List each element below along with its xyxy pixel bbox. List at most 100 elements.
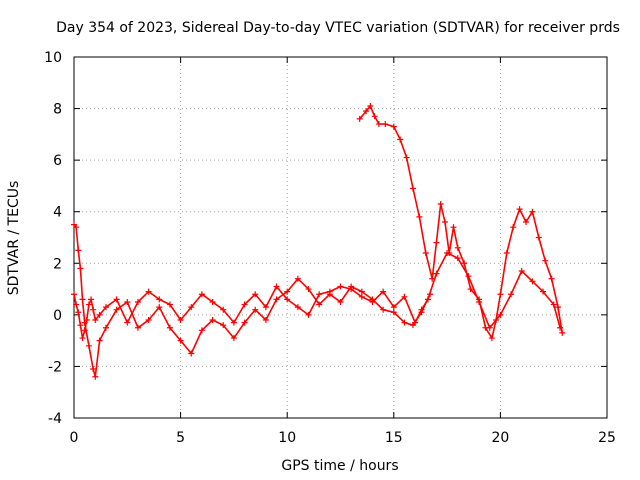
data-point (429, 275, 436, 282)
data-point (461, 260, 468, 267)
plot-frame (73, 56, 608, 419)
y-tick-label: 8 (53, 102, 62, 118)
data-point (363, 108, 370, 115)
y-tick-label: -4 (48, 411, 62, 427)
data-point (177, 317, 184, 324)
data-point (518, 268, 525, 275)
data-point (273, 296, 280, 303)
data-point (92, 373, 99, 380)
data-point (418, 309, 425, 316)
data-point (503, 249, 510, 256)
series-2 (71, 221, 434, 380)
data-point (358, 293, 365, 300)
data-point (241, 301, 248, 308)
data-point (188, 350, 195, 357)
data-point (294, 275, 301, 282)
data-point (96, 337, 103, 344)
data-point (166, 301, 173, 308)
data-point (433, 239, 440, 246)
data-point (467, 286, 474, 293)
x-tick-label: 0 (70, 430, 79, 446)
data-point (401, 319, 408, 326)
data-point (90, 366, 97, 373)
data-point (401, 293, 408, 300)
data-point (188, 304, 195, 311)
data-point (497, 291, 504, 298)
data-point (284, 296, 291, 303)
data-point (124, 298, 131, 305)
data-point (554, 304, 561, 311)
data-point (380, 306, 387, 313)
data-point (73, 301, 80, 308)
data-point (540, 288, 547, 295)
data-point (113, 296, 120, 303)
series-3 (356, 102, 566, 342)
data-point (550, 301, 557, 308)
data-point (337, 283, 344, 290)
data-point (422, 249, 429, 256)
data-point (241, 319, 248, 326)
data-point (252, 291, 259, 298)
data-point (476, 296, 483, 303)
x-tick-label: 15 (385, 430, 403, 446)
data-point (198, 327, 205, 334)
data-point (209, 298, 216, 305)
data-point (508, 291, 515, 298)
data-point (367, 102, 374, 109)
data-point (294, 304, 301, 311)
data-point (529, 278, 536, 285)
data-point (77, 265, 84, 272)
data-point (90, 306, 97, 313)
series-1 (71, 249, 564, 342)
y-tick-label: -2 (48, 359, 62, 375)
data-point (446, 249, 453, 256)
data-point (427, 291, 434, 298)
data-point (305, 311, 312, 318)
data-point (390, 309, 397, 316)
data-point (356, 115, 363, 122)
data-point (73, 224, 80, 231)
data-point (454, 255, 461, 262)
data-point (397, 136, 404, 143)
series-line (358, 105, 564, 339)
data-point (198, 291, 205, 298)
data-point (409, 322, 416, 329)
data-point (92, 317, 99, 324)
data-point (437, 200, 444, 207)
data-point (416, 213, 423, 220)
data-point (124, 319, 131, 326)
data-point (358, 288, 365, 295)
data-point (535, 234, 542, 241)
data-point (441, 219, 448, 226)
y-tick-label: 0 (53, 308, 62, 324)
data-point (85, 301, 92, 308)
y-tick-label: 10 (44, 50, 62, 66)
data-point (220, 322, 227, 329)
data-point (220, 306, 227, 313)
data-point (230, 335, 237, 342)
data-point (316, 291, 323, 298)
series-line (73, 252, 561, 339)
data-point (166, 324, 173, 331)
data-point (134, 298, 141, 305)
y-tick-label: 6 (53, 153, 62, 169)
data-point (371, 113, 378, 120)
data-point (79, 335, 86, 342)
data-point (403, 154, 410, 161)
data-point (96, 311, 103, 318)
data-point (273, 283, 280, 290)
data-point (337, 298, 344, 305)
data-point (177, 337, 184, 344)
data-point (88, 296, 95, 303)
data-point (209, 317, 216, 324)
data-point (77, 322, 84, 329)
data-point (102, 324, 109, 331)
data-point (559, 329, 566, 336)
data-point (81, 319, 88, 326)
data-point (409, 185, 416, 192)
series-layer (71, 102, 566, 380)
x-tick-label: 10 (278, 430, 296, 446)
data-point (493, 317, 500, 324)
data-point (516, 206, 523, 213)
